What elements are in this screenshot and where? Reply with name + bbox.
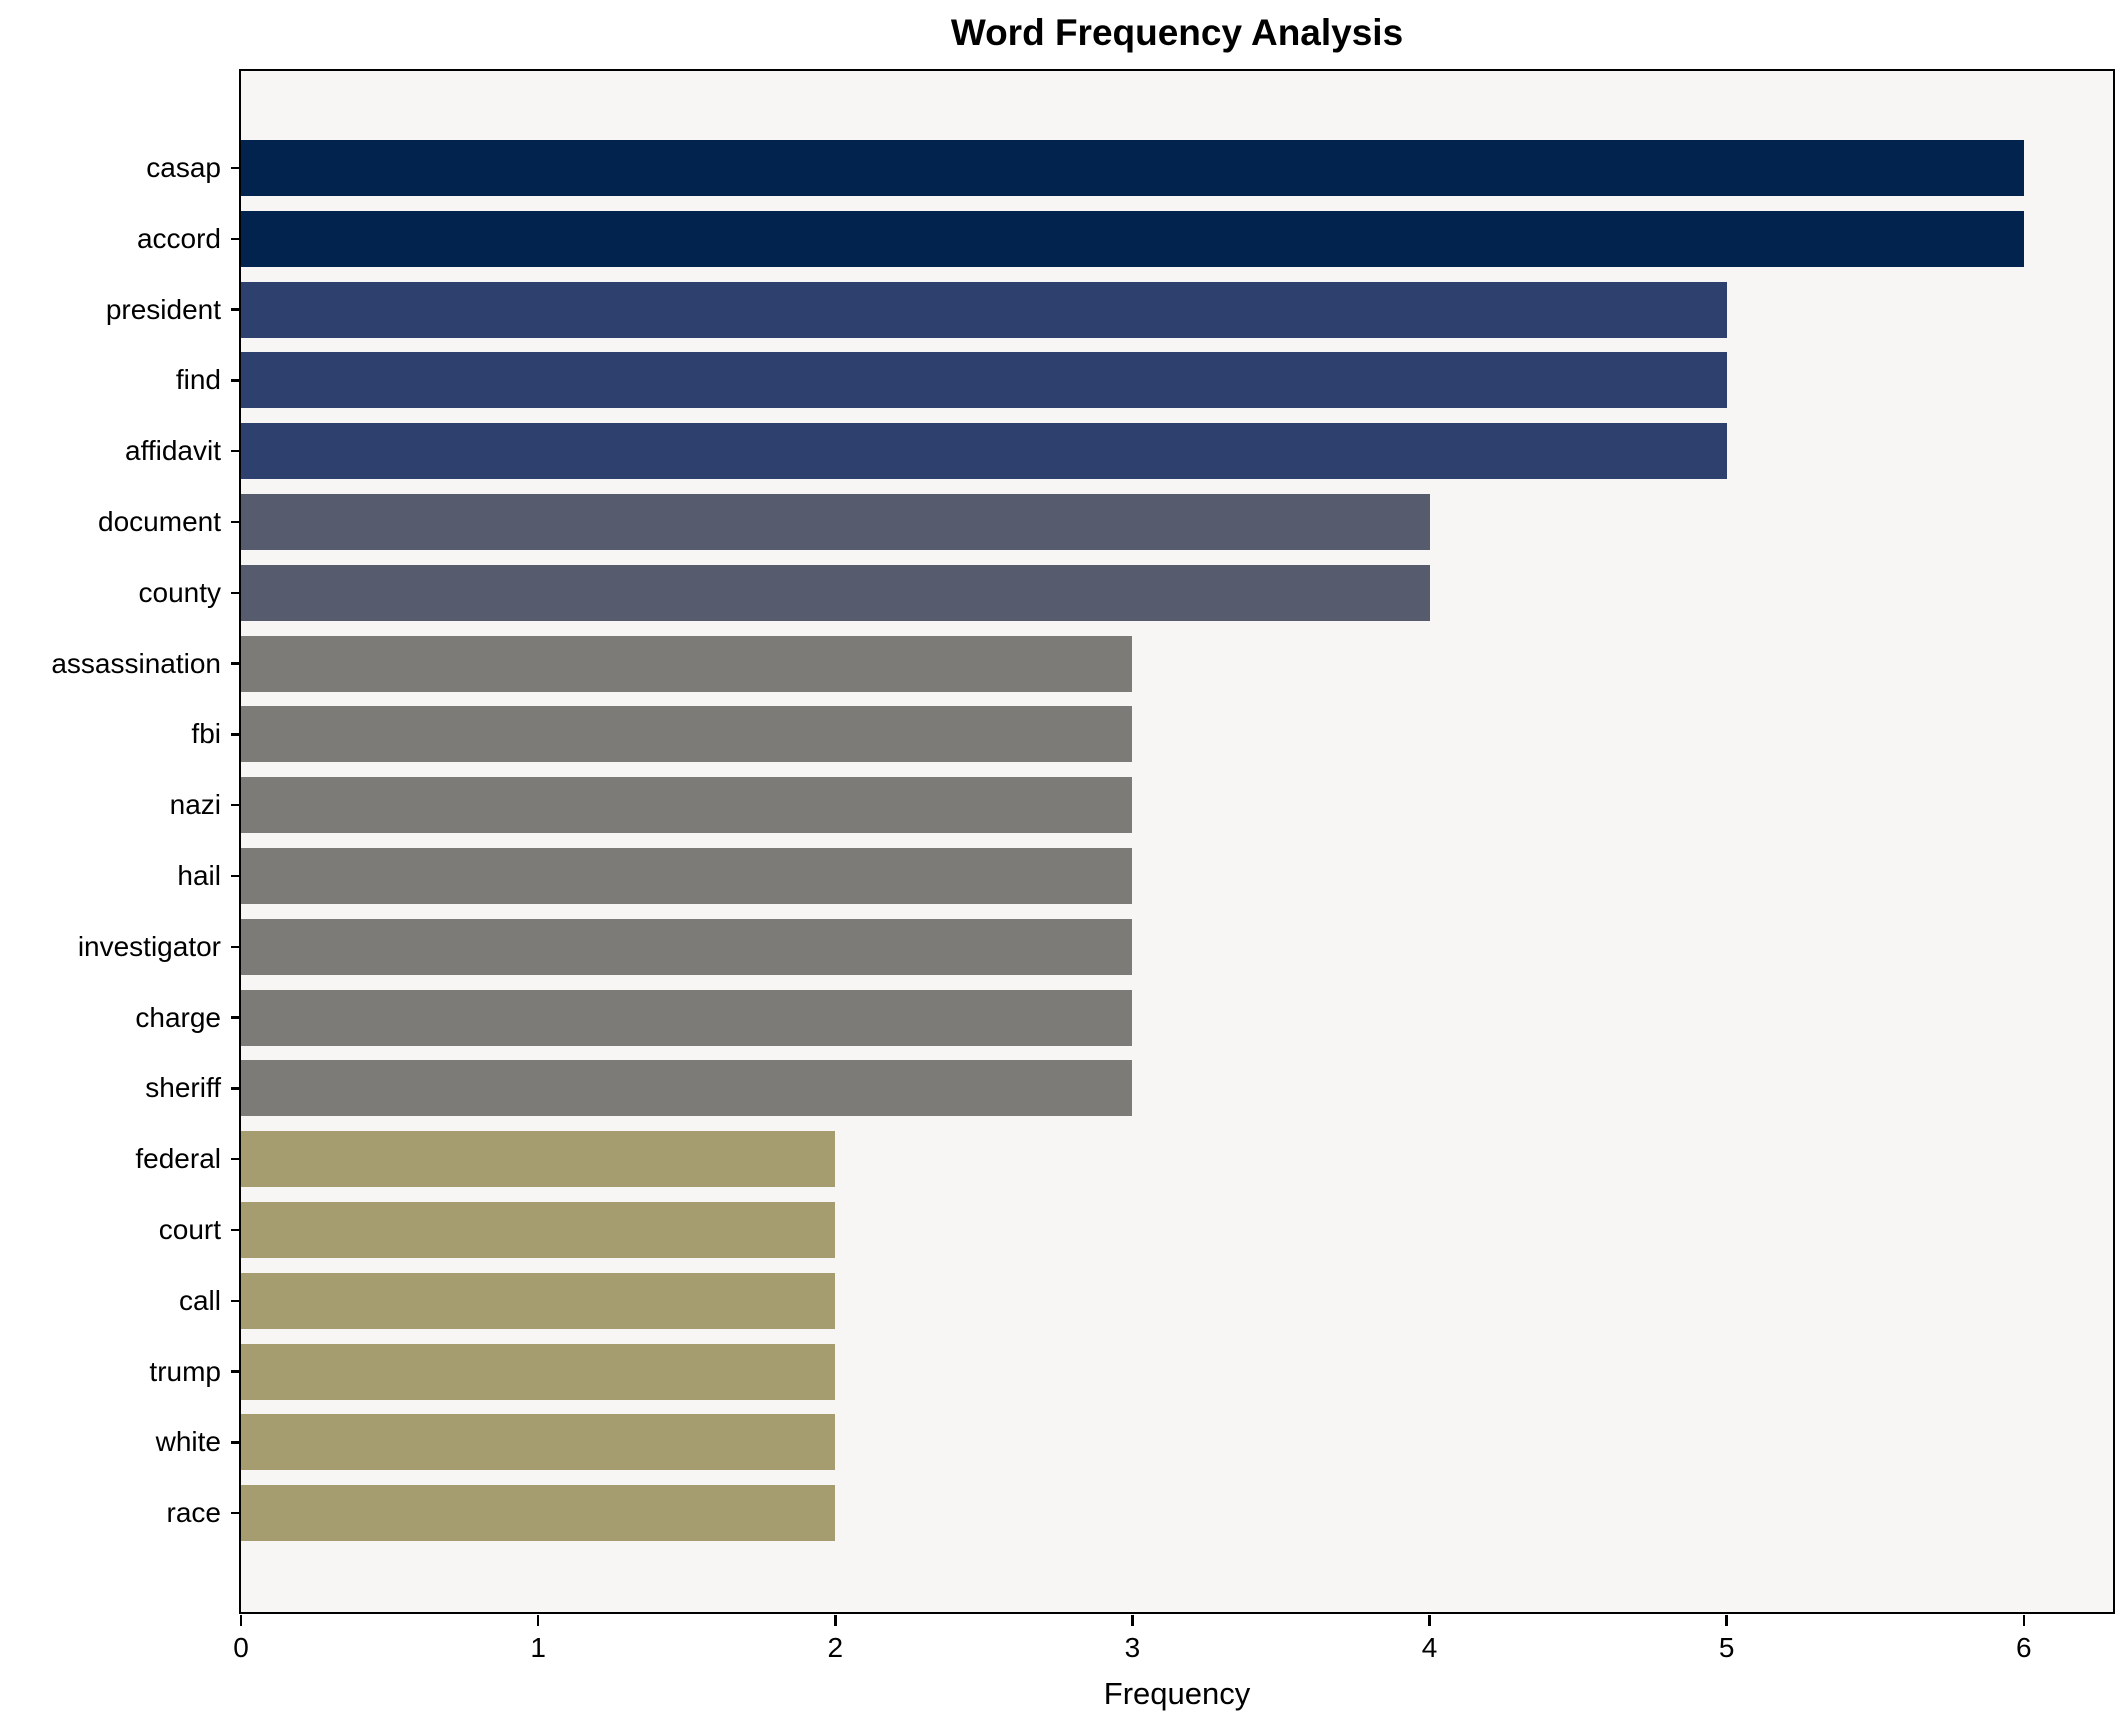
x-tick-label-0: 0	[233, 1632, 249, 1663]
y-axis-label-affidavit: affidavit	[125, 435, 221, 467]
y-axis-label-charge: charge	[135, 1001, 221, 1033]
y-tick	[231, 1511, 241, 1515]
plot-area	[239, 69, 2115, 1614]
y-tick	[231, 1370, 241, 1373]
y-tick	[231, 1157, 241, 1161]
x-tick-label-2: 2	[827, 1632, 844, 1663]
y-axis-label-nazi: nazi	[169, 789, 221, 821]
y-tick	[231, 945, 241, 949]
y-axis-label-federal: federal	[135, 1143, 221, 1175]
y-tick	[231, 166, 241, 170]
y-tick	[231, 1228, 241, 1232]
x-tick-label-5: 5	[1718, 1632, 1735, 1663]
y-axis-label-race: race	[166, 1497, 221, 1529]
y-tick	[231, 1441, 241, 1444]
y-axis-label-accord: accord	[136, 222, 221, 254]
y-axis-label-hail: hail	[177, 860, 221, 891]
y-tick	[231, 803, 241, 807]
y-tick	[231, 874, 241, 878]
y-axis-label-find: find	[175, 364, 221, 396]
x-tick-label-6: 6	[2016, 1632, 2032, 1663]
y-tick	[231, 379, 241, 382]
y-axis-label-document: document	[98, 506, 221, 537]
y-axis-label-casap: casap	[146, 152, 221, 183]
x-tick-label-1: 1	[530, 1632, 546, 1663]
y-axis-label-fbi: fbi	[191, 718, 221, 750]
y-axis-label-assassination: assassination	[51, 647, 221, 679]
y-axis-label-white: white	[155, 1426, 221, 1458]
x-tick-label-4: 4	[1421, 1632, 1438, 1663]
y-tick	[231, 733, 241, 736]
y-tick	[231, 520, 241, 524]
y-axis-label-president: president	[105, 293, 221, 325]
x-tick	[2022, 1614, 2026, 1626]
y-axis-label-investigator: investigator	[77, 930, 221, 962]
x-axis-label: Frequency	[1103, 1676, 1251, 1711]
x-tick	[1428, 1614, 1431, 1626]
y-tick	[231, 591, 241, 595]
x-tick	[239, 1614, 243, 1626]
y-tick	[231, 1016, 241, 1019]
y-axis-label-call: call	[178, 1284, 221, 1316]
x-tick	[1725, 1614, 1728, 1626]
x-tick	[834, 1614, 837, 1626]
x-tick	[536, 1614, 540, 1626]
x-tick-label-3: 3	[1124, 1632, 1141, 1663]
y-tick	[231, 1087, 241, 1090]
y-tick	[231, 237, 241, 241]
y-axis-label-trump: trump	[149, 1355, 221, 1387]
y-tick	[231, 1299, 241, 1303]
y-tick	[231, 449, 241, 453]
y-axis-label-court: court	[158, 1214, 221, 1245]
y-tick	[231, 662, 241, 665]
x-tick	[1131, 1614, 1134, 1626]
y-tick	[231, 308, 241, 311]
chart-title: Word Frequency Analysis	[950, 12, 1404, 53]
y-axis-label-sheriff: sheriff	[145, 1072, 221, 1104]
y-axis-label-county: county	[138, 576, 222, 608]
